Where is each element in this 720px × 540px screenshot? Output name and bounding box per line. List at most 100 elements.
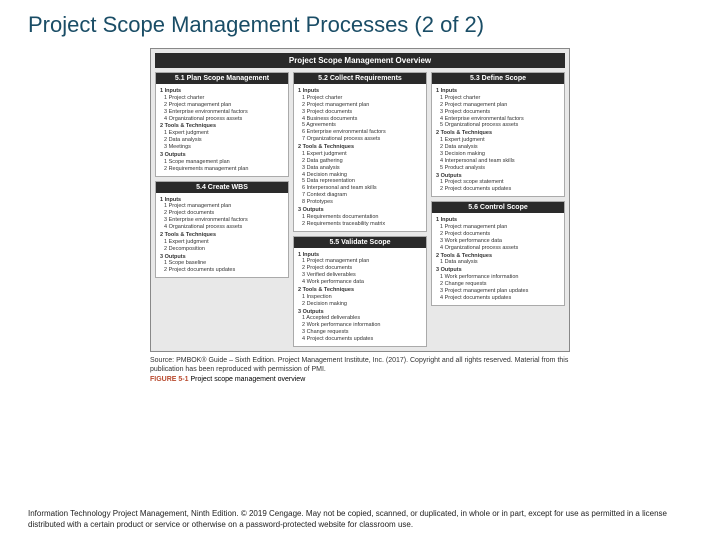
list-item: 4 Organizational process assets [160,116,284,123]
section-label: 3 Outputs [160,152,284,159]
list-item: 2 Data analysis [160,137,284,144]
list-item: 3 Decision making [436,151,560,158]
section-label: 1 Inputs [436,88,560,95]
process-box-body: 1 Inputs1 Project management plan2 Proje… [156,193,288,278]
process-box-header: 5.1 Plan Scope Management [156,73,288,84]
process-box-body: 1 Inputs1 Project charter2 Project manag… [294,84,426,231]
section-label: 3 Outputs [436,173,560,180]
list-item: 5 Organizational process assets [436,122,560,129]
list-item: 5 Product analysis [436,165,560,172]
list-item: 1 Project charter [298,95,422,102]
section-label: 1 Inputs [298,252,422,259]
list-item: 8 Prototypes [298,199,422,206]
list-item: 4 Organizational process assets [160,224,284,231]
figure-container: Project Scope Management Overview 5.1 Pl… [150,48,570,352]
list-item: 2 Data gathering [298,158,422,165]
list-item: 2 Decomposition [160,246,284,253]
list-item: 1 Expert judgment [436,137,560,144]
list-item: 1 Project management plan [160,203,284,210]
section-label: 3 Outputs [298,309,422,316]
columns-container: 5.1 Plan Scope Management1 Inputs1 Proje… [155,72,565,347]
list-item: 2 Requirements management plan [160,166,284,173]
process-box: 5.3 Define Scope1 Inputs1 Project charte… [431,72,565,197]
list-item: 2 Project documents [298,265,422,272]
column: 5.2 Collect Requirements1 Inputs1 Projec… [293,72,427,347]
list-item: 3 Project documents [298,109,422,116]
process-box: 5.5 Validate Scope1 Inputs1 Project mana… [293,236,427,347]
list-item: 3 Work performance data [436,238,560,245]
process-box-header: 5.2 Collect Requirements [294,73,426,84]
overview-header: Project Scope Management Overview [155,53,565,68]
process-box-header: 5.5 Validate Scope [294,237,426,248]
list-item: 1 Expert judgment [160,239,284,246]
list-item: 2 Project documents [160,210,284,217]
list-item: 3 Project documents [436,109,560,116]
list-item: 1 Expert judgment [160,130,284,137]
list-item: 2 Project documents updates [436,186,560,193]
list-item: 2 Project management plan [298,102,422,109]
section-label: 1 Inputs [160,88,284,95]
list-item: 2 Work performance information [298,322,422,329]
section-label: 2 Tools & Techniques [298,144,422,151]
list-item: 7 Organizational process assets [298,136,422,143]
list-item: 4 Project documents updates [436,295,560,302]
process-box: 5.2 Collect Requirements1 Inputs1 Projec… [293,72,427,232]
list-item: 6 Interpersonal and team skills [298,185,422,192]
process-box: 5.4 Create WBS1 Inputs1 Project manageme… [155,181,289,279]
list-item: 7 Context diagram [298,192,422,199]
list-item: 1 Scope management plan [160,159,284,166]
source-attribution: Source: PMBOK® Guide – Sixth Edition. Pr… [150,356,570,374]
section-label: 2 Tools & Techniques [436,253,560,260]
list-item: 5 Agreements [298,122,422,129]
section-label: 3 Outputs [160,254,284,261]
section-label: 1 Inputs [160,197,284,204]
list-item: 2 Requirements traceability matrix [298,221,422,228]
column: 5.3 Define Scope1 Inputs1 Project charte… [431,72,565,347]
section-label: 2 Tools & Techniques [436,130,560,137]
list-item: 4 Decision making [298,172,422,179]
process-box-body: 1 Inputs1 Project charter2 Project manag… [432,84,564,196]
list-item: 3 Enterprise environmental factors [160,217,284,224]
list-item: 3 Data analysis [298,165,422,172]
list-item: 1 Data analysis [436,259,560,266]
section-label: 2 Tools & Techniques [160,232,284,239]
list-item: 3 Project management plan updates [436,288,560,295]
list-item: 4 Interpersonal and team skills [436,158,560,165]
list-item: 2 Data analysis [436,144,560,151]
list-item: 2 Project documents [436,231,560,238]
list-item: 4 Work performance data [298,279,422,286]
section-label: 2 Tools & Techniques [160,123,284,130]
list-item: 1 Project scope statement [436,179,560,186]
list-item: 1 Project charter [160,95,284,102]
list-item: 4 Project documents updates [298,336,422,343]
process-box-body: 1 Inputs1 Project management plan2 Proje… [432,213,564,305]
list-item: 1 Work performance information [436,274,560,281]
figure-number: FIGURE 5-1 [150,376,189,383]
list-item: 2 Project management plan [160,102,284,109]
list-item: 3 Meetings [160,144,284,151]
section-label: 1 Inputs [298,88,422,95]
list-item: 2 Project management plan [436,102,560,109]
list-item: 6 Enterprise environmental factors [298,129,422,136]
column: 5.1 Plan Scope Management1 Inputs1 Proje… [155,72,289,347]
process-box-body: 1 Inputs1 Project management plan2 Proje… [294,248,426,346]
section-label: 1 Inputs [436,217,560,224]
list-item: 1 Accepted deliverables [298,315,422,322]
process-box-header: 5.3 Define Scope [432,73,564,84]
list-item: 1 Requirements documentation [298,214,422,221]
section-label: 3 Outputs [298,207,422,214]
section-label: 2 Tools & Techniques [298,287,422,294]
list-item: 1 Inspection [298,294,422,301]
list-item: 4 Business documents [298,116,422,123]
copyright-footer: Information Technology Project Managemen… [28,509,692,530]
list-item: 3 Change requests [298,329,422,336]
list-item: 1 Expert judgment [298,151,422,158]
figure-label: FIGURE 5-1 Project scope management over… [150,376,570,383]
list-item: 5 Data representation [298,178,422,185]
process-box: 5.6 Control Scope1 Inputs1 Project manag… [431,201,565,306]
process-box-body: 1 Inputs1 Project charter2 Project manag… [156,84,288,176]
list-item: 1 Project management plan [298,258,422,265]
list-item: 1 Scope baseline [160,260,284,267]
process-box: 5.1 Plan Scope Management1 Inputs1 Proje… [155,72,289,177]
list-item: 1 Project charter [436,95,560,102]
